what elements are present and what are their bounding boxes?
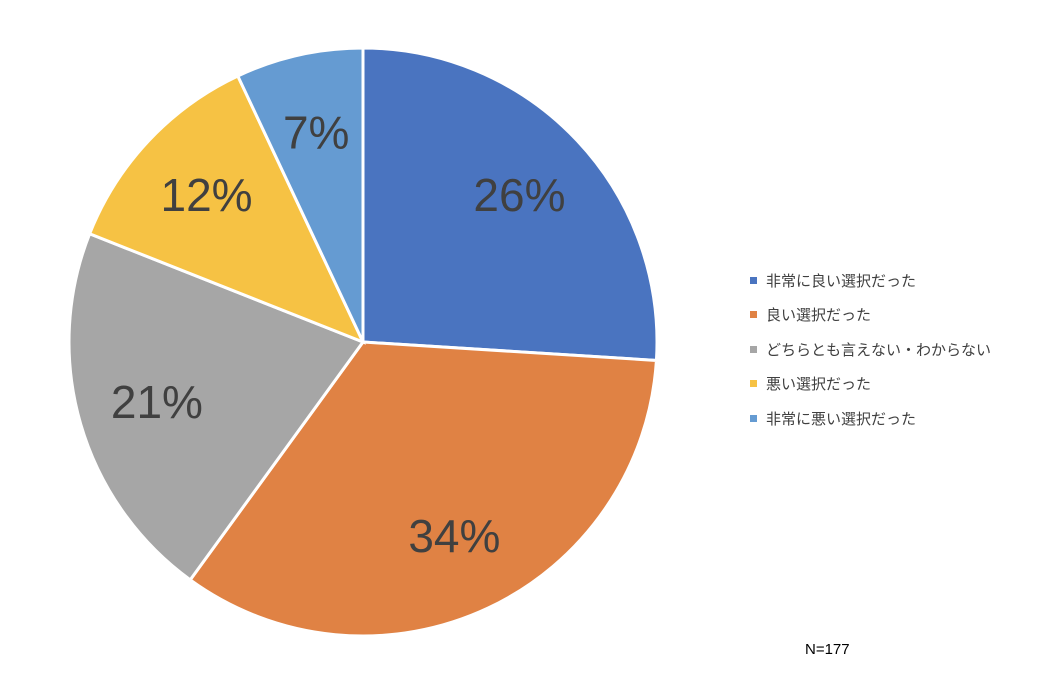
legend-label: 良い選択だった <box>766 306 872 325</box>
pie-slice <box>361 46 659 363</box>
legend-label: 悪い選択だった <box>766 375 872 394</box>
legend-item: 非常に悪い選択だった <box>750 401 991 436</box>
legend-item: 良い選択だった <box>750 298 991 333</box>
pie-slice <box>87 73 366 345</box>
legend-label: どちらとも言えない・わからない <box>766 340 992 359</box>
pie-slice <box>67 231 366 582</box>
legend: 非常に良い選択だった 良い選択だった どちらとも言えない・わからない 悪い選択だ… <box>750 263 991 436</box>
legend-item: どちらとも言えない・わからない <box>750 332 991 367</box>
legend-item: 悪い選択だった <box>750 367 991 402</box>
legend-swatch <box>750 311 757 319</box>
legend-swatch <box>750 276 757 284</box>
legend-item: 非常に良い選択だった <box>750 263 991 298</box>
data-label: 26% <box>473 169 565 221</box>
legend-label: 非常に良い選択だった <box>766 271 917 290</box>
sample-size-annotation: N=177 <box>805 641 850 658</box>
data-label: 34% <box>408 510 500 562</box>
legend-swatch <box>750 380 757 388</box>
legend-swatch <box>750 345 757 353</box>
legend-label: 非常に悪い選択だった <box>766 409 917 428</box>
data-label: 12% <box>161 169 253 221</box>
pie-slice <box>188 340 659 638</box>
data-label: 7% <box>283 107 349 159</box>
legend-swatch <box>750 414 757 422</box>
data-label: 21% <box>111 376 203 428</box>
pie-slice <box>235 46 365 343</box>
